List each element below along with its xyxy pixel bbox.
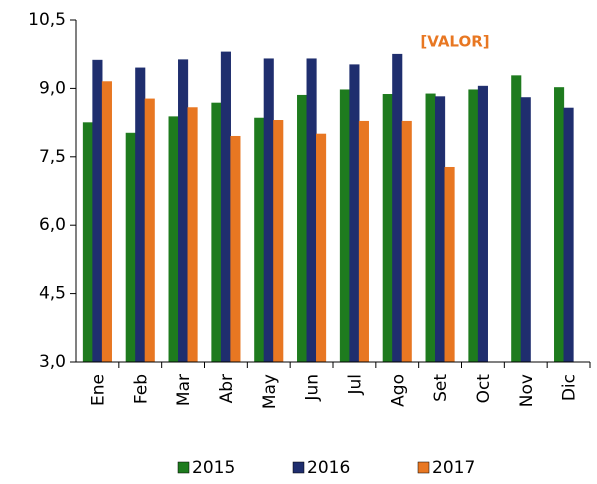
bar (168, 116, 179, 363)
bar (392, 53, 403, 363)
y-tick-label: 10,5 (28, 10, 66, 30)
bar (425, 93, 436, 363)
legend-label: 2016 (307, 458, 350, 478)
bar (382, 94, 393, 363)
x-tick-label: Nov (517, 374, 537, 407)
bar (125, 132, 136, 363)
y-tick-label: 4,5 (39, 284, 66, 304)
bar (135, 67, 146, 363)
bar (316, 133, 327, 363)
legend-swatch (292, 461, 305, 474)
x-tick-label: Set (431, 374, 451, 402)
x-tick-label: Mar (174, 374, 194, 406)
bar (511, 75, 522, 363)
bar (178, 59, 189, 363)
bar (401, 120, 412, 363)
x-tick-label: Ago (388, 374, 408, 407)
bar (358, 120, 369, 363)
x-tick-label: Jun (303, 374, 323, 402)
bar (82, 122, 93, 363)
legend-label: 2015 (192, 458, 235, 478)
y-tick-label: 9,0 (39, 78, 66, 98)
bar (144, 98, 155, 363)
bar (101, 81, 112, 363)
bar (306, 58, 317, 363)
x-tick-label: Ene (88, 374, 108, 406)
bar (297, 94, 308, 363)
bar (220, 51, 231, 363)
bar (444, 166, 455, 363)
legend-label: 2017 (432, 458, 475, 478)
bar (477, 85, 488, 363)
bar (468, 89, 479, 363)
x-tick-label: Feb (131, 374, 151, 404)
bar (187, 107, 198, 363)
bar (339, 89, 350, 363)
bar (92, 59, 103, 363)
x-tick-label: Dic (560, 374, 580, 401)
bar (273, 120, 284, 363)
bar (554, 87, 565, 363)
bar (520, 97, 531, 363)
y-tick-label: 7,5 (39, 147, 66, 167)
y-tick-label: 3,0 (39, 352, 66, 372)
x-tick-label: Jul (345, 374, 365, 396)
bar (211, 102, 222, 363)
annotation: [VALOR] (420, 33, 489, 51)
bar (263, 58, 274, 363)
x-tick-label: Abr (217, 374, 237, 403)
x-tick-label: Oct (474, 374, 494, 404)
bar (230, 135, 241, 363)
y-tick-label: 6,0 (39, 215, 66, 235)
legend-swatch (417, 461, 430, 474)
bar (254, 117, 265, 363)
legend-swatch (177, 461, 190, 474)
bar (435, 96, 446, 363)
bar (349, 64, 360, 363)
bar (563, 107, 574, 363)
x-tick-label: May (260, 374, 280, 409)
